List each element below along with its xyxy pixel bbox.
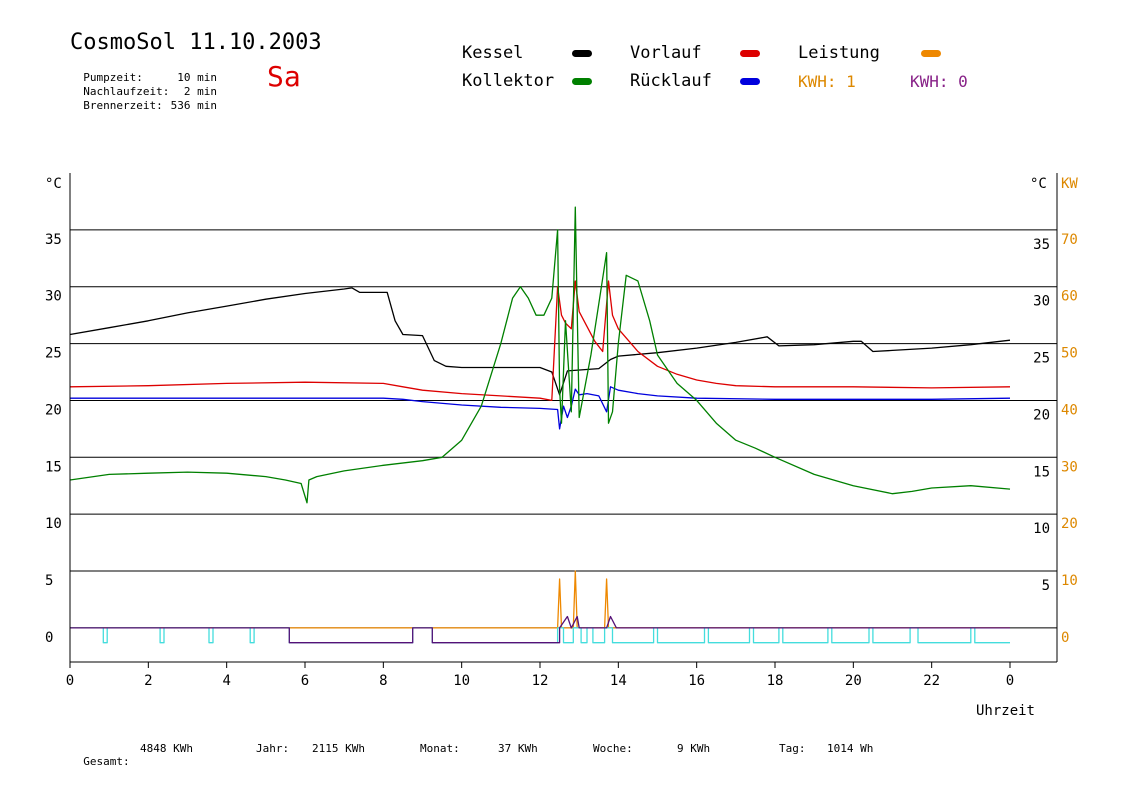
info-nachlaufzeit: Nachlaufzeit: 2 min [70, 72, 217, 98]
y2-tick-label: 20 [1061, 516, 1078, 532]
y-right-tick-label: 25 [1033, 351, 1050, 367]
y-right-tick-label: 30 [1033, 294, 1050, 310]
footer-jahr: Jahr: [256, 742, 290, 755]
series-lines [69, 206, 1011, 644]
info-label: Pumpzeit: [83, 71, 143, 84]
legend-label-kollektor: Kollektor [462, 71, 555, 91]
x-tick-label: 0 [1006, 673, 1014, 689]
y2-tick-label: 60 [1061, 289, 1078, 305]
x-tick-label: 8 [379, 673, 387, 689]
kwh-solar-label: KWH: 1 [798, 72, 856, 91]
legend-label-leistung: Leistung [798, 43, 880, 63]
x-tick-label: 20 [845, 673, 862, 689]
y-right-tick-label: 5 [1042, 578, 1050, 594]
series-line-rcklauf [70, 386, 1011, 430]
footer-gesamt: Gesamt: [70, 742, 130, 768]
series-line-kollektor [69, 206, 1011, 504]
x-tick-label: 16 [688, 673, 705, 689]
legend-label-ruecklauf: Rücklauf [630, 71, 712, 91]
y2-tick-label: 30 [1061, 459, 1078, 475]
chart-title: CosmoSol 11.10.2003 [70, 30, 322, 55]
legend-swatch-kessel [572, 50, 592, 57]
x-tick-label: 6 [301, 673, 309, 689]
series-line-vorlauf [69, 280, 1011, 402]
y-left-tick-label: 10 [45, 516, 62, 532]
info-brennerzeit: Brennerzeit: 536 min [70, 86, 217, 112]
footer-woche: Woche: [593, 742, 633, 755]
legend-swatch-kollektor [572, 78, 592, 85]
y-left-tick-label: 5 [45, 573, 53, 589]
x-tick-label: 12 [532, 673, 549, 689]
footer-tag-value: 1014 Wh [827, 742, 874, 755]
info-label: Nachlaufzeit: [83, 85, 170, 98]
y-right-tick-label: 15 [1033, 464, 1050, 480]
series-line-brenner [70, 615, 1010, 644]
y-left-tick-label: 15 [45, 459, 62, 475]
y2-tick-label: 50 [1061, 346, 1078, 362]
x-axis-title: Uhrzeit [976, 703, 1035, 719]
series-line-pumpe [70, 627, 1010, 644]
y-right-tick-label: 20 [1033, 407, 1050, 423]
y-left-tick-label: 0 [45, 630, 53, 646]
x-tick-label: 0 [66, 673, 74, 689]
y-left-axis-title: °C [45, 176, 62, 192]
info-value: 536 min [170, 99, 217, 112]
kwh-burner-label: KWH: 0 [910, 72, 968, 91]
y2-tick-label: 10 [1061, 573, 1078, 589]
legend-swatch-ruecklauf [740, 78, 760, 85]
series-line-kessel [69, 287, 1011, 396]
x-tick-label: 10 [453, 673, 470, 689]
info-label: Brennerzeit: [83, 99, 163, 112]
legend-label-kessel: Kessel [462, 43, 524, 63]
footer-monat-value: 37 KWh [498, 742, 538, 755]
legend-swatch-leistung [921, 50, 941, 57]
footer-woche-value: 9 KWh [677, 742, 711, 755]
footer-gesamt-value: 4848 KWh [140, 742, 193, 755]
footer-label: Gesamt: [83, 755, 130, 768]
y-left-tick-label: 25 [45, 346, 62, 362]
weekday-label: Sa [267, 60, 301, 93]
y-left-tick-label: 30 [45, 289, 62, 305]
y-left-tick-label: 35 [45, 232, 62, 248]
x-tick-label: 4 [222, 673, 230, 689]
y2-axis-title: KW [1061, 176, 1078, 192]
y-right-tick-label: 35 [1033, 237, 1050, 253]
footer-monat: Monat: [420, 742, 460, 755]
footer-jahr-value: 2115 KWh [312, 742, 365, 755]
y-left-tick-label: 20 [45, 402, 62, 418]
y-right-axis-title: °C [1030, 176, 1047, 192]
x-tick-label: 2 [144, 673, 152, 689]
series-line-leistung [70, 570, 1010, 629]
legend-swatch-vorlauf [740, 50, 760, 57]
y2-tick-label: 0 [1061, 630, 1069, 646]
x-tick-label: 18 [767, 673, 784, 689]
info-value: 10 min [177, 71, 217, 84]
x-tick-label: 14 [610, 673, 627, 689]
axes [69, 173, 1058, 668]
axis-labels: 0 2 4 6 8 10 12 14 16 18 20 22 0 Uhrzeit 0 5 10 15 20 25 30 3… [45, 176, 1078, 719]
info-pumpzeit: Pumpzeit: 10 min [70, 58, 217, 84]
legend-label-vorlauf: Vorlauf [630, 43, 702, 63]
y2-tick-label: 40 [1061, 402, 1078, 418]
y-right-tick-label: 10 [1033, 521, 1050, 537]
x-tick-label: 22 [923, 673, 940, 689]
footer-tag: Tag: [779, 742, 806, 755]
grid-lines [70, 229, 1057, 629]
info-value: 2 min [183, 85, 217, 98]
y2-tick-label: 70 [1061, 232, 1078, 248]
